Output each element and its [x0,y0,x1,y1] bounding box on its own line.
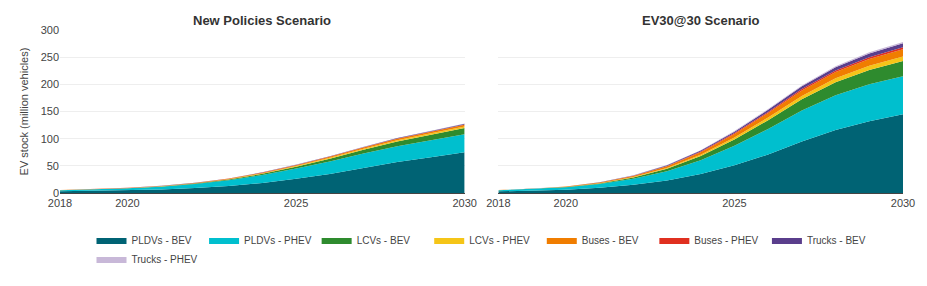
svg-text:PLDVs - PHEV: PLDVs - PHEV [244,235,312,246]
svg-text:2020: 2020 [115,197,139,209]
svg-text:0: 0 [53,187,59,199]
svg-text:Buses - BEV: Buses - BEV [582,235,639,246]
svg-text:PLDVs - BEV: PLDVs - BEV [132,235,192,246]
svg-text:Buses - PHEV: Buses - PHEV [694,235,758,246]
svg-text:2025: 2025 [722,197,746,209]
svg-text:100: 100 [41,133,59,145]
svg-text:250: 250 [41,51,59,63]
svg-text:150: 150 [41,105,59,117]
svg-text:2030: 2030 [891,197,915,209]
svg-text:2025: 2025 [284,197,308,209]
svg-text:300: 300 [41,24,59,36]
svg-text:200: 200 [41,78,59,90]
svg-text:50: 50 [47,160,59,172]
svg-text:Trucks - BEV: Trucks - BEV [807,235,866,246]
svg-text:LCVs - PHEV: LCVs - PHEV [469,235,530,246]
svg-text:2018: 2018 [486,197,510,209]
svg-text:2020: 2020 [554,197,578,209]
svg-text:Trucks - PHEV: Trucks - PHEV [132,254,198,265]
svg-text:2018: 2018 [48,197,72,209]
svg-text:EV stock (million vehicles): EV stock (million vehicles) [18,48,30,176]
svg-text:LCVs - BEV: LCVs - BEV [357,235,411,246]
svg-text:New Policies Scenario: New Policies Scenario [193,13,331,28]
svg-text:EV30@30 Scenario: EV30@30 Scenario [642,13,760,28]
svg-text:2030: 2030 [452,197,476,209]
